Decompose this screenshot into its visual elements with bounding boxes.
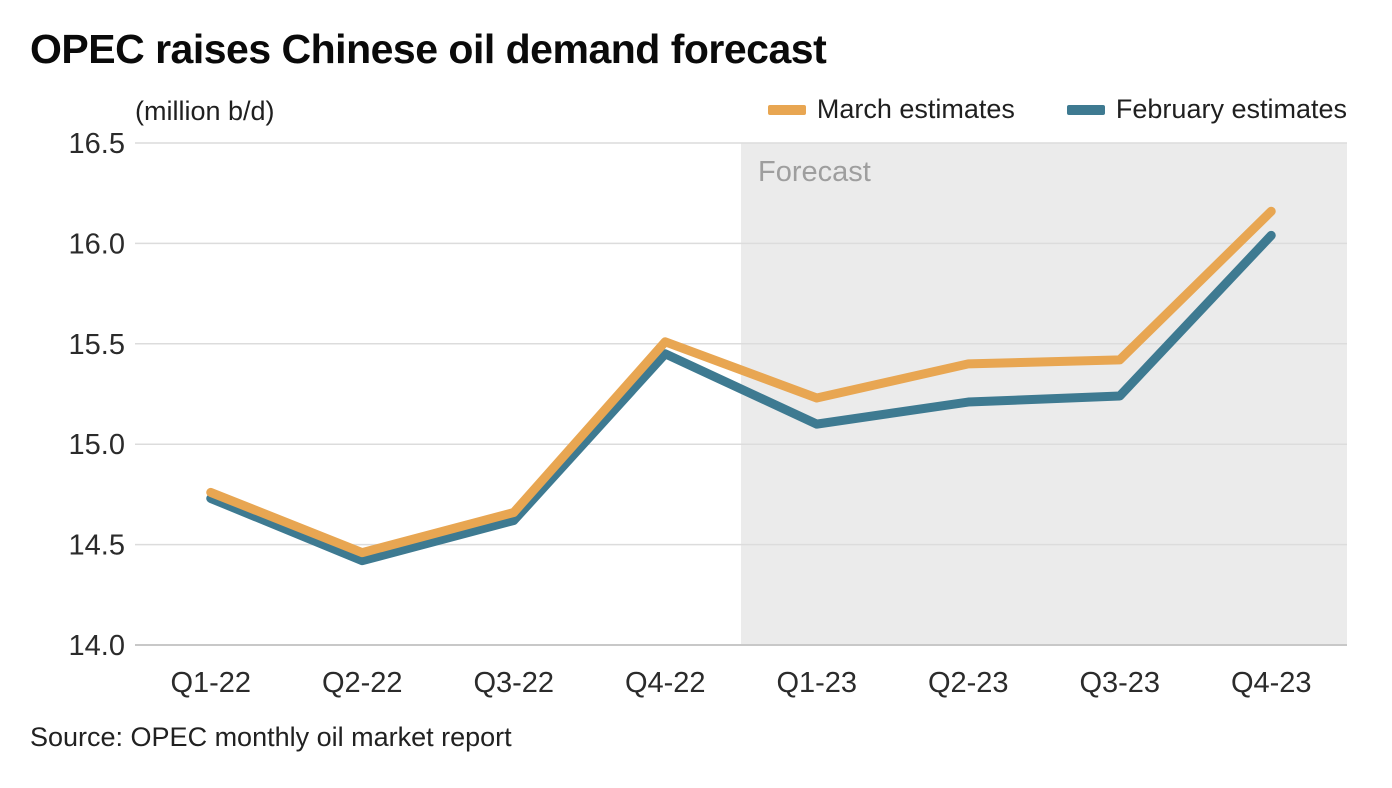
february-series-swatch bbox=[1066, 104, 1105, 115]
y-axis-unit-label: (million b/d) bbox=[135, 96, 275, 126]
x-tick-label: Q4-22 bbox=[625, 667, 706, 699]
y-tick-label: 14.5 bbox=[69, 530, 125, 562]
x-tick-label: Q1-23 bbox=[776, 667, 857, 699]
x-tick-label: Q3-23 bbox=[1079, 667, 1160, 699]
february-estimates-line bbox=[206, 230, 1276, 566]
february-series-label: February estimates bbox=[1115, 94, 1347, 124]
x-tick-label: Q2-23 bbox=[928, 667, 1009, 699]
y-tick-label: 16.5 bbox=[69, 128, 125, 160]
source-note: Source: OPEC monthly oil market report bbox=[30, 722, 512, 752]
y-tick-label: 16.0 bbox=[69, 228, 125, 260]
forecast-label: Forecast bbox=[758, 156, 871, 188]
legend-item-march: March estimates bbox=[767, 94, 1015, 125]
x-tick-label: Q3-22 bbox=[473, 667, 554, 699]
chart-legend: March estimates February estimates bbox=[767, 94, 1347, 125]
march-estimates-line bbox=[206, 206, 1276, 558]
y-tick-label: 14.0 bbox=[69, 630, 125, 662]
x-tick-label: Q4-23 bbox=[1231, 667, 1312, 699]
x-tick-label: Q2-22 bbox=[322, 667, 403, 699]
chart-title: OPEC raises Chinese oil demand forecast bbox=[30, 26, 827, 72]
march-series-label: March estimates bbox=[816, 94, 1015, 124]
line-chart: Forecast 14.0 14.5 15.0 15.5 16.0 16.5 Q1-22 Q2-… bbox=[69, 128, 1347, 699]
x-tick-label: Q1-22 bbox=[170, 667, 251, 699]
y-tick-label: 15.5 bbox=[69, 329, 125, 361]
march-series-swatch bbox=[767, 104, 806, 115]
legend-item-february: February estimates bbox=[1066, 94, 1347, 125]
y-tick-label: 15.0 bbox=[69, 429, 125, 461]
